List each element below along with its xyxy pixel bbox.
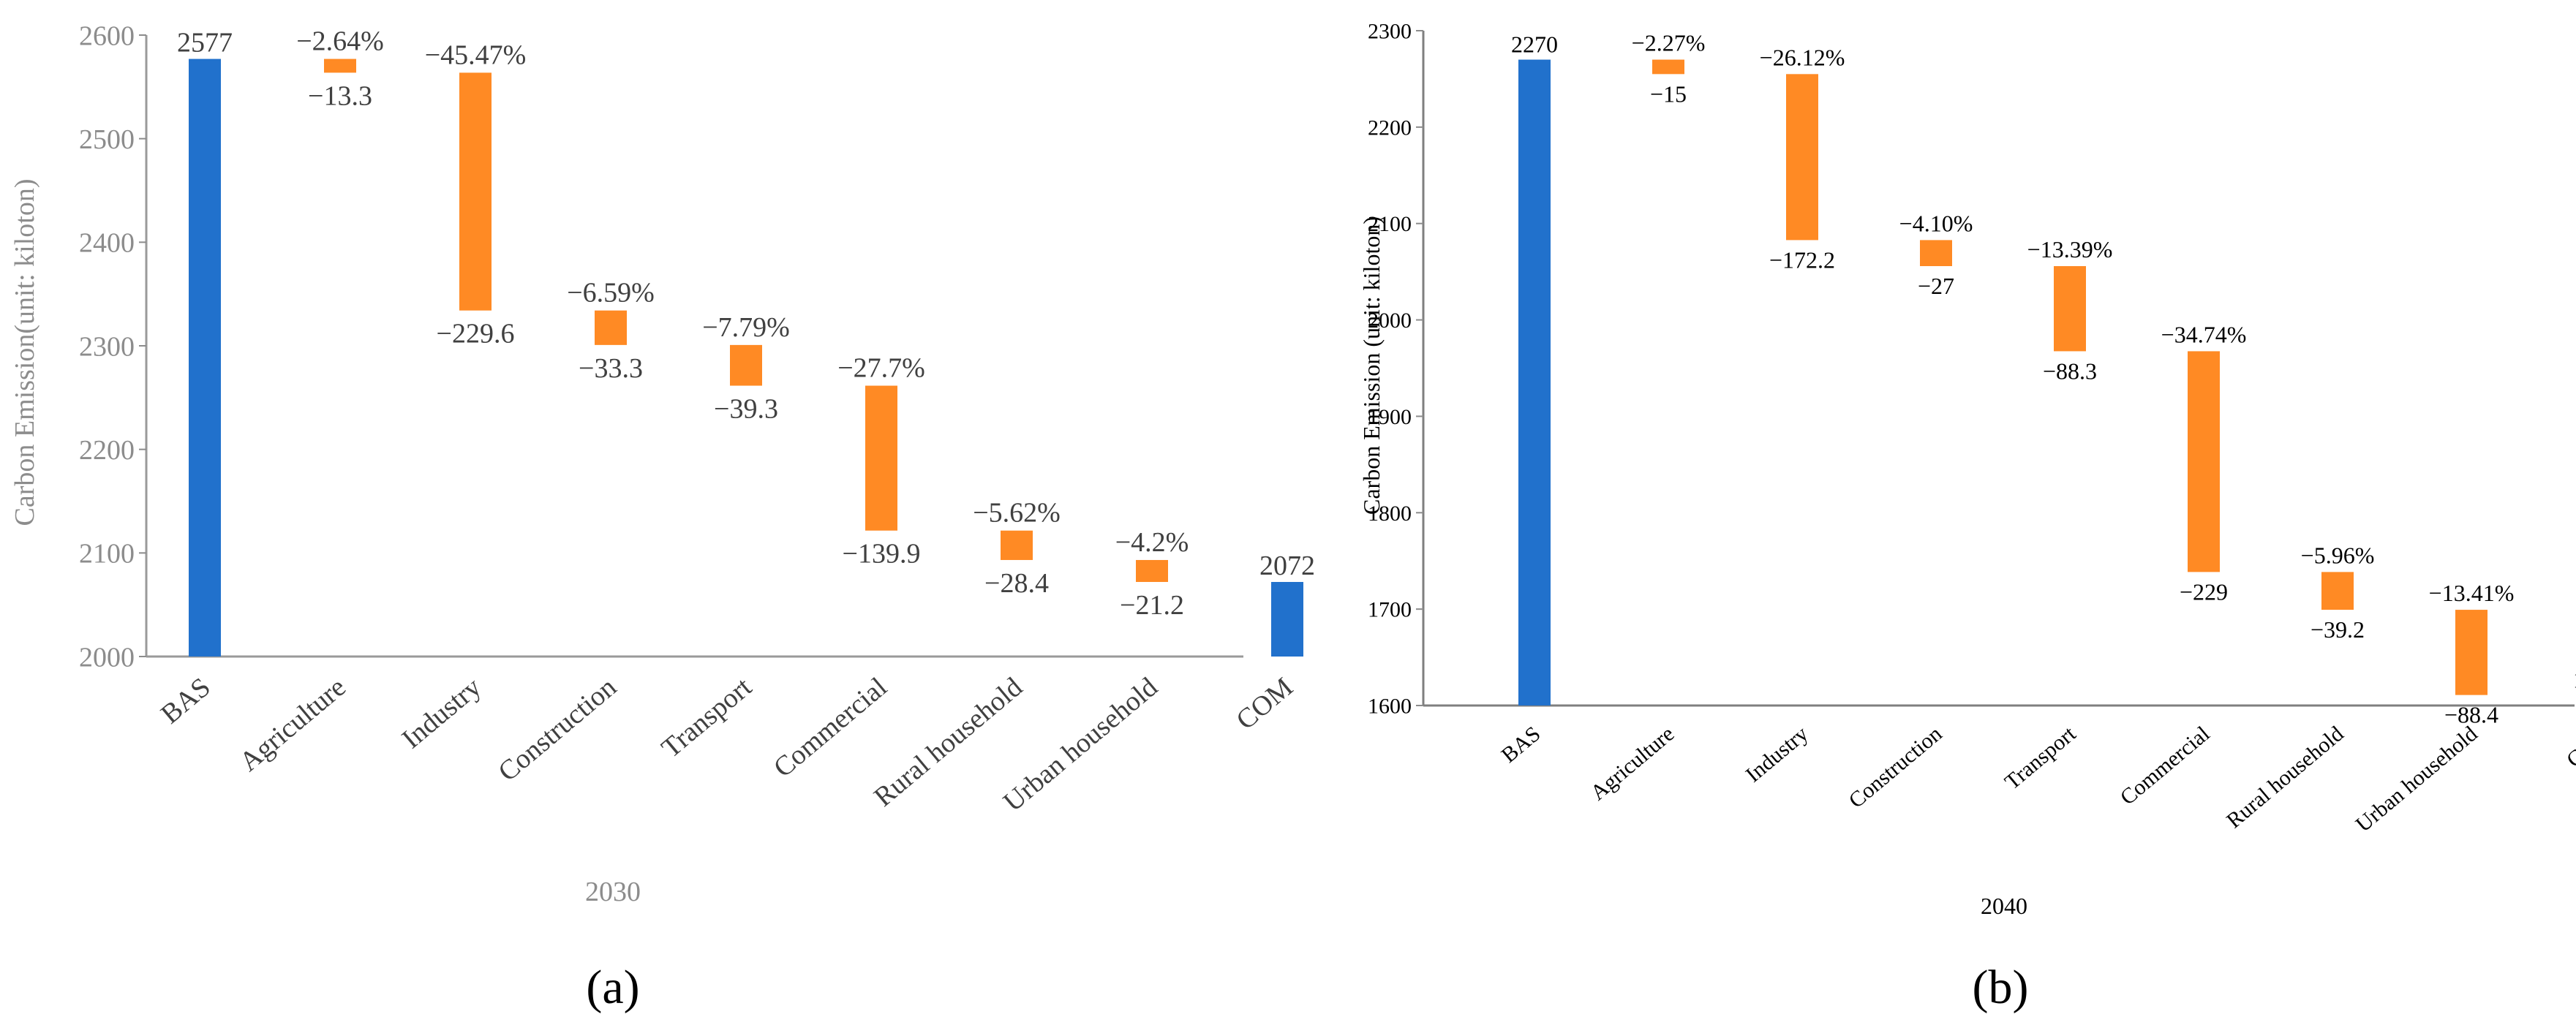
panel-b: Carbon Emission (unit: kiloton) 2040 (b)… <box>1358 20 2576 1015</box>
panel-b-percent-label: −4.10% <box>1899 210 1973 236</box>
panel-b-value-label: −229 <box>2180 578 2228 605</box>
panel-b-y-tick-label: 2200 <box>1368 116 1412 140</box>
panel-b-value-label: −39.2 <box>2311 616 2365 643</box>
panel-a-category-label: Industry <box>396 672 487 755</box>
panel-a-category-label: Agriculture <box>234 672 352 778</box>
panel-b-change-bar <box>2455 610 2488 695</box>
panel-a-y-tick-label: 2500 <box>79 124 135 155</box>
panel-a-value-label: −21.2 <box>1120 590 1184 621</box>
panel-a: Carbon Emission(unit: kiloton) 2030 (a) … <box>10 20 1315 1014</box>
panel-b-category-label: Agriculture <box>1586 722 1679 805</box>
panel-a-value-label: −33.3 <box>579 353 643 384</box>
panel-a-percent-label: −4.2% <box>1115 527 1189 558</box>
panel-a-percent-label: −6.59% <box>567 278 655 309</box>
panel-a-percent-label: −2.64% <box>296 26 384 57</box>
panel-a-total-bar <box>189 58 221 657</box>
panel-a-y-tick-label: 2000 <box>79 642 135 673</box>
panel-b-value-label: −27 <box>1918 273 1954 299</box>
panel-b-category-label: Urban household <box>2351 722 2482 837</box>
panel-a-change-bar <box>1001 530 1033 560</box>
panel-b-change-bar <box>2188 351 2220 572</box>
panel-a-change-bar <box>865 385 897 531</box>
panel-a-y-tick-label: 2400 <box>79 228 135 259</box>
panel-b-y-tick-label: 1800 <box>1368 502 1412 526</box>
panel-a-percent-label: −5.62% <box>973 498 1061 529</box>
panel-b-value-label: 2270 <box>1511 31 1558 58</box>
panel-b-percent-label: −5.96% <box>2301 542 2375 568</box>
panel-b-percent-label: −13.39% <box>2027 236 2113 262</box>
panel-a-change-bar <box>459 72 492 311</box>
panel-b-category-label: Industry <box>1741 722 1813 787</box>
panel-b-change-bar <box>2054 265 2086 352</box>
panel-a-value-label: −28.4 <box>984 568 1049 599</box>
panel-b-x-axis-label: 2040 <box>1981 893 2027 919</box>
panel-b-label: (b) <box>1973 961 2029 1014</box>
panel-b-change-bar <box>1786 74 1818 241</box>
panel-a-y-tick-label: 2200 <box>79 435 135 466</box>
panel-b-category-label: Transport <box>2000 722 2081 795</box>
panel-a-value-label: 2577 <box>177 28 233 58</box>
panel-b-y-tick-label: 2300 <box>1368 20 1412 44</box>
panel-a-y-tick-label: 2300 <box>79 331 135 362</box>
panel-a-value-label: −13.3 <box>308 80 372 111</box>
panel-b-y-tick-label: 1600 <box>1368 695 1412 719</box>
panel-a-category-label: Transport <box>656 671 758 764</box>
panel-a-change-bar <box>595 310 627 345</box>
panel-a-x-axis-label: 2030 <box>585 877 641 907</box>
panel-b-y-tick-label: 2100 <box>1368 212 1412 236</box>
panel-a-percent-label: −45.47% <box>425 39 527 70</box>
panel-b-value-label: −15 <box>1650 80 1687 107</box>
panel-a-category-label: Commercial <box>768 672 893 784</box>
panel-a-value-label: −229.6 <box>437 319 515 349</box>
panel-b-value-label: −88.4 <box>2444 702 2498 728</box>
panel-a-category-label: BAS <box>155 672 216 730</box>
panel-b-change-bar <box>1652 59 1684 75</box>
panel-a-change-bar <box>1136 559 1168 582</box>
panel-a-percent-label: −7.79% <box>702 312 790 343</box>
panel-a-y-axis-label: Carbon Emission(unit: kiloton) <box>10 179 40 526</box>
panel-b-value-label: −172.2 <box>1769 246 1835 273</box>
panel-b-category-label: BAS <box>1497 722 1545 768</box>
panel-a-y-tick-label: 2100 <box>79 539 135 570</box>
panel-b-percent-label: −2.27% <box>1632 30 1706 56</box>
panel-b-percent-label: −13.41% <box>2429 580 2515 606</box>
panel-b-category-label: COM <box>2562 722 2576 772</box>
panel-b-percent-label: −26.12% <box>1760 44 1845 70</box>
panel-a-total-bar <box>1271 582 1303 657</box>
panel-b-total-bar <box>1518 59 1551 706</box>
panel-b-y-tick-label: 2000 <box>1368 309 1412 333</box>
panel-b-category-label: Construction <box>1845 722 1947 813</box>
panel-a-category-label: COM <box>1230 672 1298 736</box>
panel-a-value-label: 2072 <box>1259 551 1315 581</box>
panel-a-change-bar <box>730 344 762 386</box>
panel-b-change-bar <box>1920 240 1952 266</box>
panel-a-value-label: −39.3 <box>714 394 778 425</box>
panel-a-category-label: Construction <box>492 672 622 787</box>
panel-b-category-label: Rural household <box>2222 722 2348 833</box>
panel-a-value-label: −139.9 <box>843 539 921 570</box>
panel-a-percent-label: −27.7% <box>837 353 925 384</box>
panel-a-y-tick-label: 2600 <box>79 20 135 51</box>
panel-b-change-bar <box>2321 572 2354 610</box>
panel-b-category-label: Commercial <box>2116 722 2215 810</box>
panel-b-y-axis-label: Carbon Emission (unit: kiloton) <box>1358 216 1385 515</box>
panel-b-value-label: −88.3 <box>2043 358 2097 384</box>
panel-b-y-tick-label: 1700 <box>1368 598 1412 622</box>
panel-a-change-bar <box>324 58 356 73</box>
panel-b-value-label: 1610.9 <box>2573 667 2576 693</box>
panel-b-percent-label: −34.74% <box>2161 321 2247 347</box>
panel-a-label: (a) <box>586 961 639 1014</box>
panel-b-y-tick-label: 1900 <box>1368 405 1412 429</box>
